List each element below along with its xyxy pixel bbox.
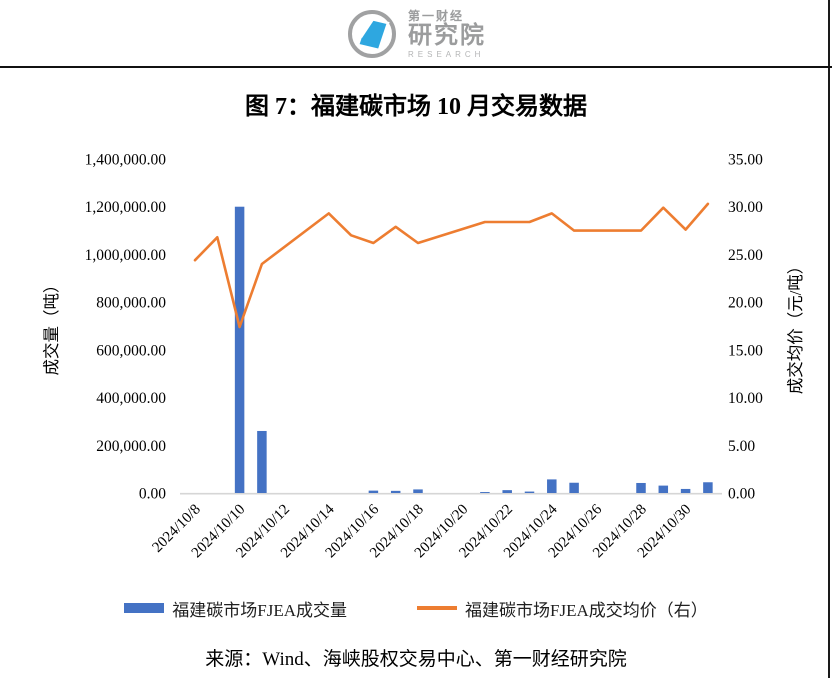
y-left-tick-label: 1,000,000.00: [85, 247, 167, 264]
y-left-tick-label: 200,000.00: [96, 438, 166, 455]
volume-bar: [257, 430, 267, 493]
y-left-tick-label: 600,000.00: [96, 342, 166, 359]
price-line: [193, 202, 710, 329]
volume-bar: [413, 489, 423, 493]
y-left-tick-label: 1,400,000.00: [85, 152, 167, 169]
y-right-tick-label: 30.00: [728, 199, 763, 216]
y-left-axis-title: 成交量（吨）: [42, 277, 61, 376]
legend-price-label: 福建碳市场FJEA成交均价（右）: [465, 600, 708, 620]
yicai-research-logo-icon: [348, 10, 396, 58]
y-left-tick-label: 400,000.00: [96, 390, 166, 407]
y-right-tick-label: 35.00: [728, 152, 763, 169]
volume-bar: [680, 488, 691, 493]
volume-bar: [390, 490, 401, 493]
chart-legend: 福建碳市场FJEA成交量 福建碳市场FJEA成交均价（右）: [0, 596, 832, 620]
logo-line3: RESEARCH: [408, 49, 485, 59]
volume-bar: [234, 206, 245, 493]
price-line-swatch: [417, 606, 457, 610]
volume-bar-swatch: [124, 603, 165, 613]
page-right-border: [828, 0, 830, 678]
volume-bar: [502, 490, 512, 493]
header-divider: [0, 66, 832, 68]
legend-item-volume: 福建碳市场FJEA成交量: [124, 596, 347, 621]
chart-area: 0.00 200,000.00 400,000.00 600,000.00 800,00…: [0, 130, 832, 585]
logo-line1: 第一财经: [408, 8, 465, 23]
y-left-tick-label: 800,000.00: [96, 295, 166, 312]
y-left-tick-label: 0.00: [139, 486, 166, 503]
chart-title: 图 7：福建碳市场 10 月交易数据: [245, 94, 587, 120]
legend-item-price: 福建碳市场FJEA成交均价（右）: [417, 596, 708, 621]
source-note: 来源：Wind、海峡股权交易中心、第一财经研究院: [205, 649, 627, 670]
volume-bar: [658, 485, 669, 493]
y-right-tick-label: 0.00: [728, 486, 755, 503]
legend-volume-label: 福建碳市场FJEA成交量: [172, 600, 347, 620]
brand-header: 第一财经 研究院 RESEARCH: [0, 4, 832, 64]
y-right-tick-label: 10.00: [728, 390, 763, 407]
logo-line2: 研究院: [408, 21, 486, 49]
volume-bar: [480, 492, 490, 493]
volume-bar: [547, 479, 557, 493]
volume-bar: [368, 490, 379, 493]
y-right-tick-label: 20.00: [728, 295, 763, 312]
logo-wordmark: 第一财经 研究院 RESEARCH: [408, 10, 486, 59]
volume-bar: [703, 482, 713, 493]
y-right-tick-label: 15.00: [728, 342, 763, 359]
y-right-axis-title: 成交均价（元/吨）: [786, 258, 805, 395]
volume-bar: [569, 482, 579, 493]
y-right-tick-label: 5.00: [728, 438, 755, 455]
y-left-tick-label: 1,200,000.00: [85, 199, 167, 216]
volume-bar: [524, 491, 535, 493]
y-right-tick-label: 25.00: [728, 247, 763, 264]
combo-chart: 0.00 200,000.00 400,000.00 600,000.00 800,00…: [42, 152, 805, 562]
volume-bar: [636, 482, 646, 493]
